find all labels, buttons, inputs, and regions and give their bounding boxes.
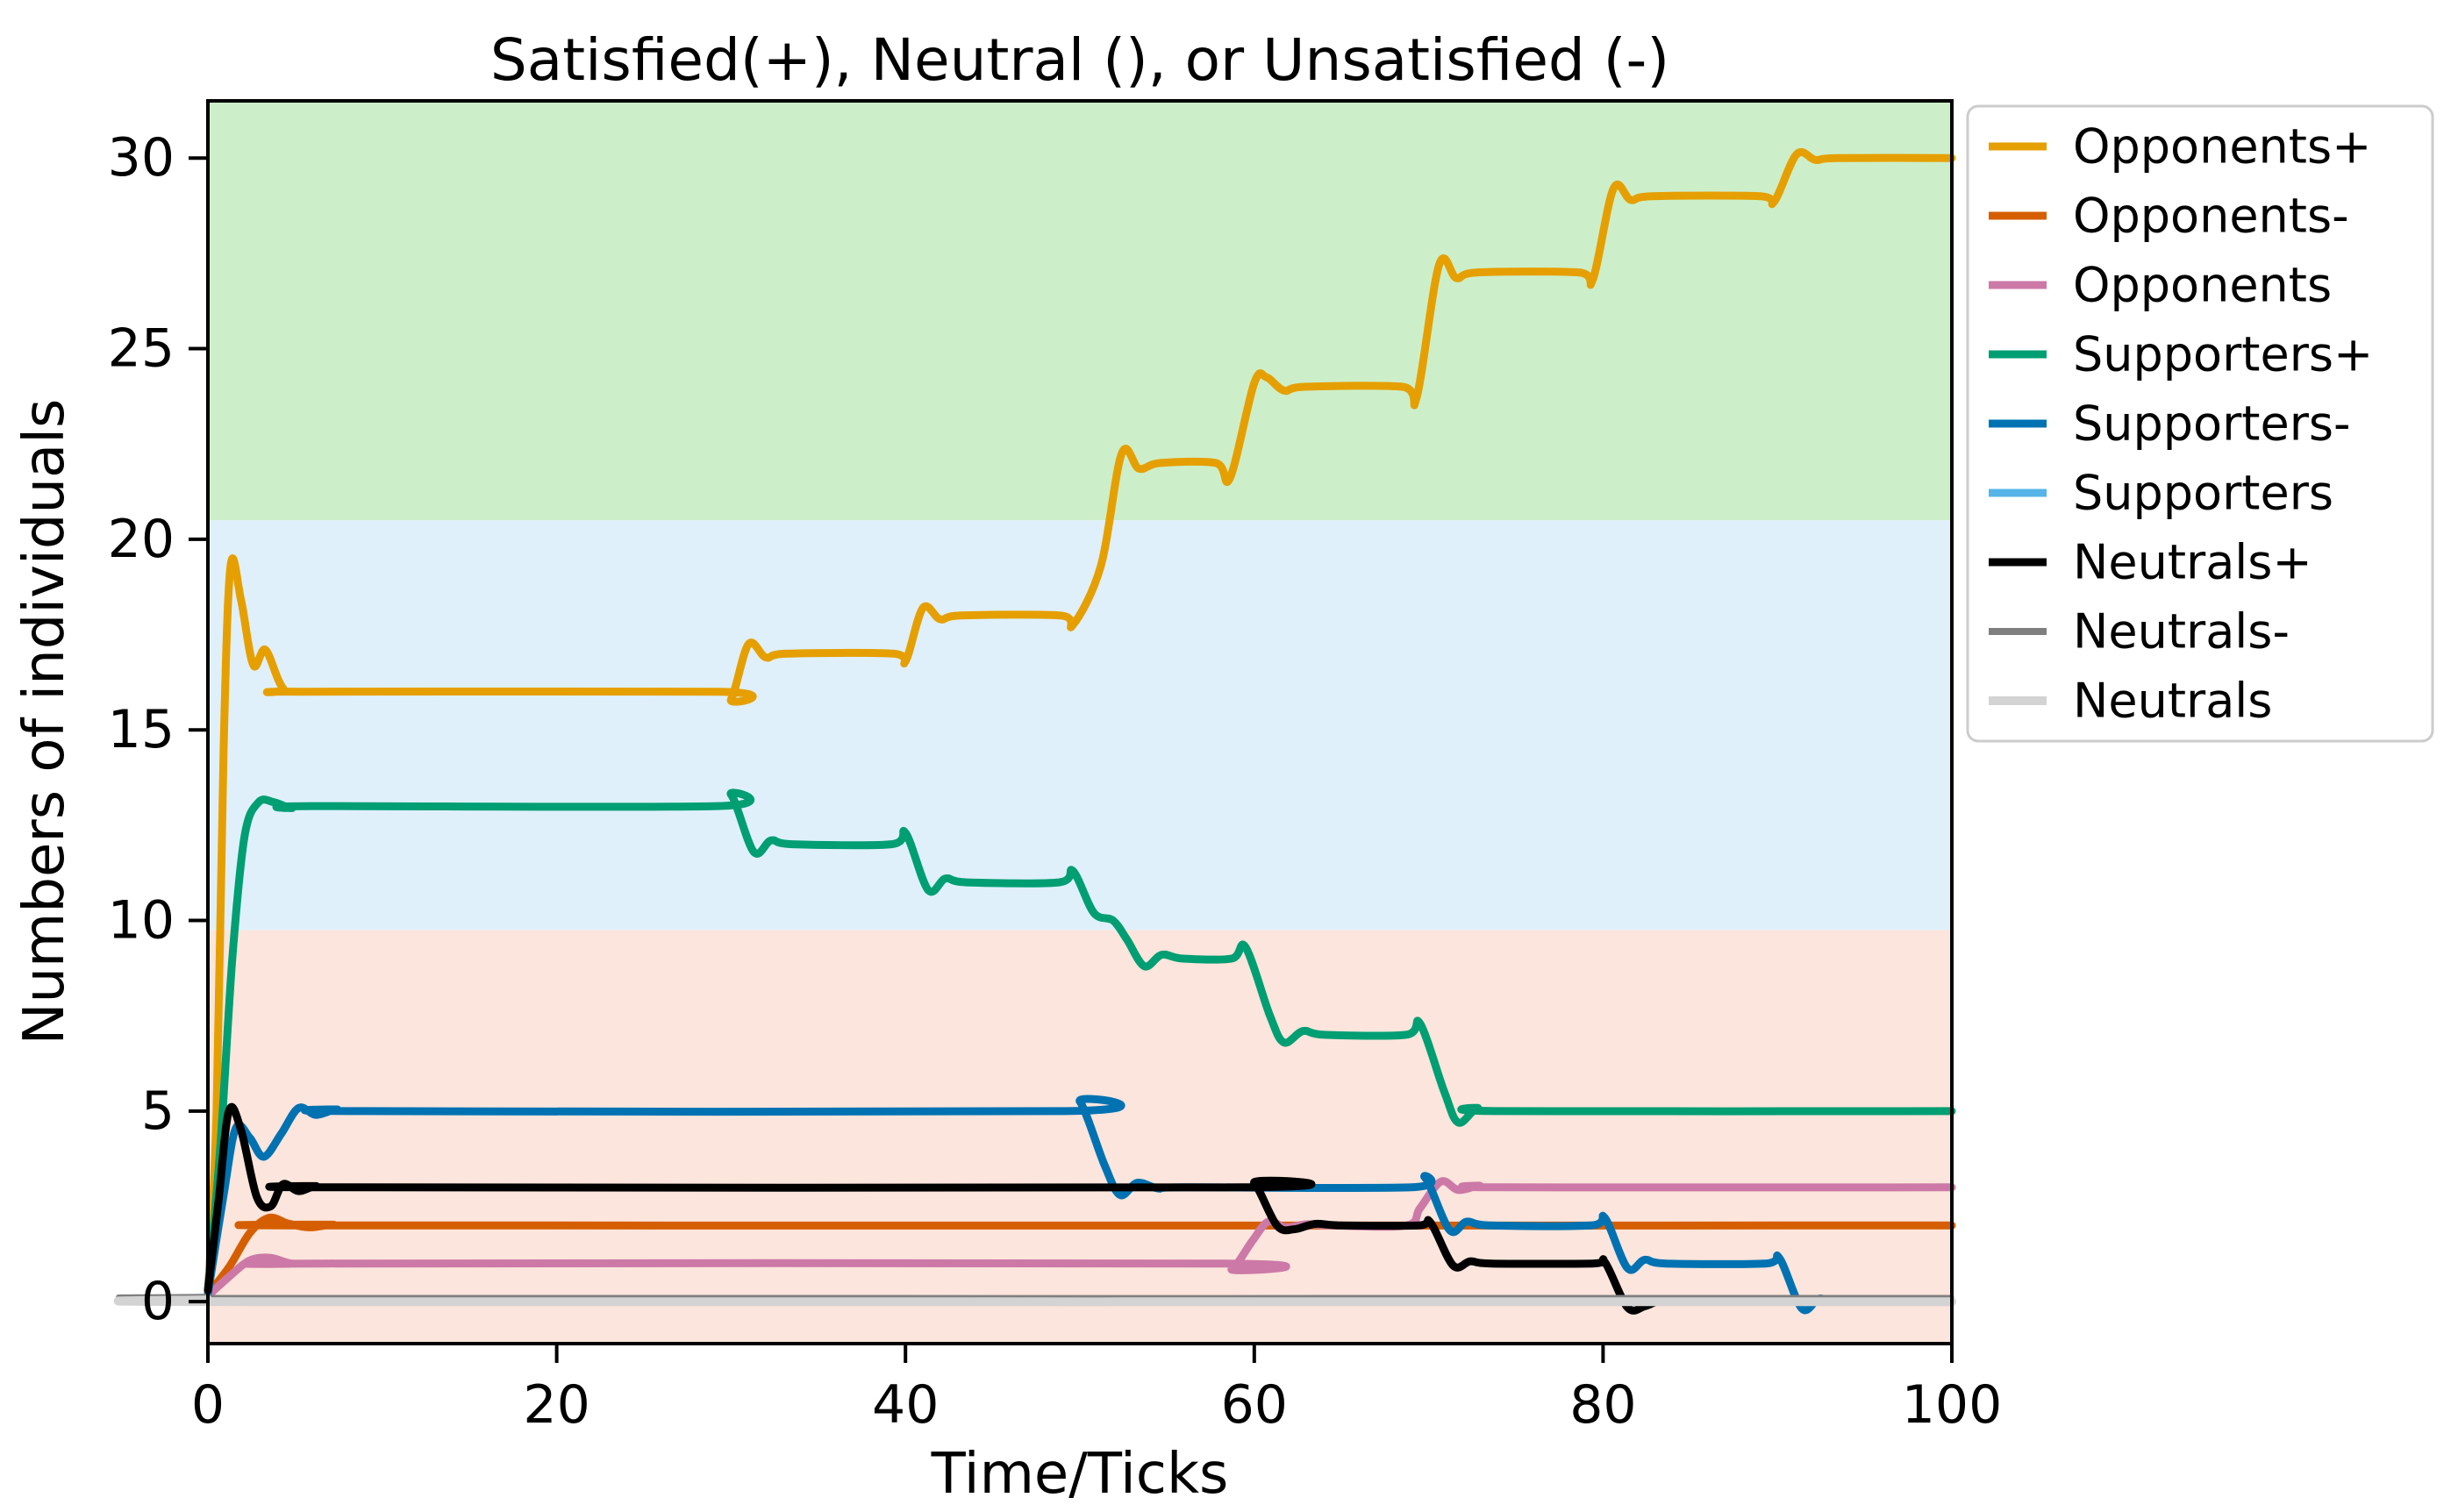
legend-label: Neutrals- (2073, 604, 2290, 660)
x-tick-label: 20 (523, 1374, 590, 1436)
band-unsatisfied-zone (208, 930, 1952, 1344)
series-line-opponents (204, 1177, 1956, 1301)
legend-label: Supporters- (2073, 396, 2351, 452)
x-tick-label: 40 (872, 1374, 939, 1436)
x-tick-label: 80 (1569, 1374, 1636, 1436)
chart-title: Satisfied(+), Neutral (), or Unsatisfied… (490, 26, 1669, 94)
legend-item-neutrals-minus: Neutrals- (1989, 604, 2290, 660)
legend-item-neutrals: Neutrals (1989, 674, 2272, 729)
y-axis-ticks: 0 5 10 15 20 25 30 (108, 127, 208, 1332)
legend-item-opponents-plus: Opponents+ (1989, 119, 2371, 175)
x-tick-label: 0 (191, 1374, 225, 1436)
legend-box (1966, 104, 2434, 743)
legend-label: Neutrals (2073, 674, 2272, 729)
plot-border (206, 99, 1954, 1345)
series-line-opponents-minus (204, 1213, 1956, 1298)
y-tick-label: 5 (141, 1081, 175, 1142)
series-line-neutrals-plus (204, 1102, 1956, 1315)
y-axis-label: Numbers of individuals (12, 399, 77, 1045)
legend-item-opponents-minus: Opponents- (1989, 189, 2349, 244)
legend-item-opponents: Opponents (1989, 258, 2332, 313)
legend-label: Neutrals+ (2073, 535, 2312, 590)
legend-label: Opponents (2073, 258, 2332, 313)
background-bands (208, 101, 1952, 1344)
series-line-neutrals (113, 1295, 1956, 1307)
y-tick-label: 0 (141, 1271, 175, 1332)
y-tick-label: 10 (108, 890, 175, 952)
legend-label: Opponents- (2073, 189, 2349, 244)
legend-label: Supporters+ (2073, 327, 2373, 382)
series-lines (113, 147, 1956, 1315)
legend: Opponents+ Opponents- Opponents Supporters+… (1966, 104, 2434, 743)
legend-item-neutrals-plus: Neutrals+ (1989, 535, 2312, 590)
legend-label: Opponents+ (2073, 119, 2371, 175)
legend-item-supporters: Supporters (1989, 466, 2333, 521)
legend-label: Supporters (2073, 466, 2333, 521)
band-satisfied-zone (208, 101, 1952, 521)
series-line-supporters-plus (204, 788, 1956, 1294)
x-tick-label: 60 (1221, 1374, 1288, 1436)
series-line-neutrals-minus (116, 1294, 1954, 1300)
y-tick-label: 20 (108, 509, 175, 570)
y-tick-label: 30 (108, 127, 175, 189)
x-tick-label: 100 (1902, 1374, 2003, 1436)
y-tick-label: 15 (108, 699, 175, 760)
legend-item-supporters-minus: Supporters- (1989, 396, 2351, 452)
x-axis-ticks: 0 20 40 60 80 100 (191, 1344, 2002, 1436)
band-neutral-zone (208, 520, 1952, 931)
legend-item-supporters-plus: Supporters+ (1989, 327, 2373, 382)
y-tick-label: 25 (108, 318, 175, 380)
x-axis-label: Time/Ticks (931, 1442, 1229, 1507)
series-line-opponents-plus (204, 147, 1956, 1298)
